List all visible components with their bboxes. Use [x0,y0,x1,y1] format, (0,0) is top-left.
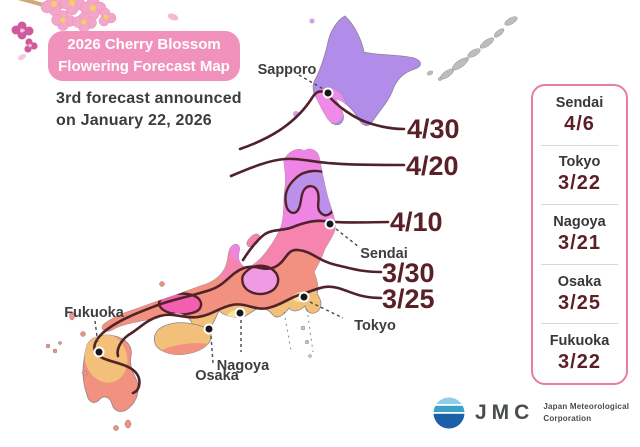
jmc-globe-icon [433,397,465,429]
contour-label-apr20: 4/20 [406,151,459,181]
forecast-row-fukuoka: Fukuoka 3/22 [541,323,618,383]
city-label-osaka: Osaka [195,368,239,384]
region-hokkaido [293,15,421,126]
forecast-city: Tokyo [558,154,601,171]
marker-sendai [324,218,336,230]
city-label-nagoya: Nagoya [217,358,270,374]
city-name-labels: Sapporo Sendai Tokyo Nagoya Osaka Fukuok… [64,62,408,384]
contour-date-labels: 4/30 4/20 4/10 3/30 3/25 [382,114,460,314]
jmc-logo-text: JMC [475,401,535,424]
jmc-footer: JMC Japan Meteorological Corporation [432,396,629,430]
contour-label-apr10: 4/10 [390,207,443,237]
city-leader-lines [94,74,360,364]
forecast-city: Nagoya [553,213,606,230]
forecast-date: 3/21 [558,231,601,254]
contour-label-mar25: 3/25 [382,284,435,314]
forecast-date: 4/6 [564,112,595,135]
marker-nagoya [234,307,246,319]
cherry-blossom-decoration [11,0,179,61]
announcement-line2: on January 22, 2026 [56,112,212,130]
blossom-centers-icon [51,0,109,25]
contour-label-mar30: 3/30 [382,258,435,288]
forecast-row-tokyo: Tokyo 3/22 [541,144,618,205]
city-label-fukuoka: Fukuoka [64,305,125,321]
contour-label-apr30: 4/30 [407,114,460,144]
small-islands [45,233,312,431]
announcement-text: 3rd forecast announced on January 22, 20… [56,88,242,133]
region-kyushu [82,334,139,412]
marker-osaka [203,323,215,335]
blob-chugoku-mountains [157,292,203,316]
marker-sapporo [322,87,334,99]
forecast-row-nagoya: Nagoya 3/21 [541,204,618,264]
contour-mar30 [93,248,383,395]
forecast-row-osaka: Osaka 3/25 [541,263,618,324]
contour-apr20 [229,157,406,178]
city-markers [93,87,336,358]
city-label-sapporo: Sapporo [258,62,317,78]
jmc-company-line1: Japan Meteorological [543,401,630,411]
jmc-company-line2: Corporation [543,414,592,423]
blossom-dark-flowers-icon [11,21,38,53]
forecast-row-sendai: Sendai 4/6 [533,86,626,145]
jmc-company-name: Japan Meteorological Corporation [543,401,629,426]
city-label-tokyo: Tokyo [354,318,396,334]
forecast-city: Fukuoka [549,333,610,350]
contour-mar25 [116,285,383,358]
title-line2: Flowering Forecast Map [58,58,230,75]
forecast-date: 3/22 [558,172,601,195]
blob-central-mountains [241,264,280,296]
region-shikoku [153,322,212,355]
city-forecast-panel: Sendai 4/6 Tokyo 3/22 Nagoya 3/21 Osaka … [531,84,628,385]
marker-fukuoka [93,346,105,358]
zone-shikoku-south [154,343,212,355]
title-line1: 2026 Cherry Blossom [67,36,221,54]
marker-tokyo [298,291,310,303]
title-banner: 2026 Cherry Blossom Flowering Forecast M… [48,31,240,81]
forecast-city: Sendai [555,94,604,111]
forecast-city: Osaka [557,273,602,290]
blossom-petals-icon [17,13,179,61]
island-rishiri [309,18,315,24]
city-label-sendai: Sendai [360,246,408,262]
forecast-date: 3/25 [558,291,601,314]
kuril-islands [426,16,518,81]
announcement-line1: 3rd forecast announced [56,90,242,107]
forecast-date: 3/22 [558,351,601,374]
